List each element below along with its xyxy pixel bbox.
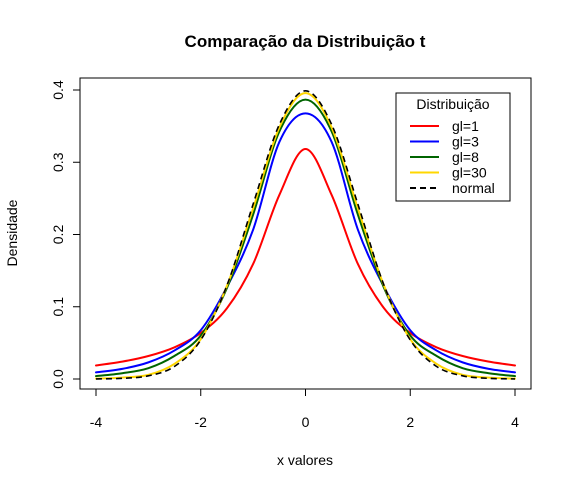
legend-box — [395, 92, 511, 202]
series-line-gl-1 — [95, 148, 516, 367]
x-tick-label: 4 — [511, 414, 519, 430]
x-tick-label: 0 — [302, 414, 310, 430]
legend-label: gl=1 — [452, 118, 479, 134]
y-tick-label: 0.0 — [50, 369, 66, 389]
y-axis: 0.0 0.1 0.2 0.3 0.4 — [50, 80, 81, 389]
series-line-gl-3 — [95, 112, 516, 374]
legend-title: Distribuição — [416, 96, 489, 112]
y-tick-label: 0.4 — [50, 80, 66, 100]
legend-label: gl=3 — [452, 134, 479, 150]
x-tick-label: -2 — [195, 414, 208, 430]
series-line-gl-30 — [95, 92, 516, 380]
curves-layer — [95, 89, 516, 380]
y-axis-label: Densidade — [4, 199, 20, 266]
y-tick-label: 0.2 — [50, 225, 66, 245]
x-axis-label: x valores — [277, 452, 333, 468]
legend-label: gl=8 — [452, 149, 479, 165]
legend-label: normal — [452, 180, 495, 196]
x-tick-label: -4 — [90, 414, 103, 430]
y-tick-label: 0.3 — [50, 152, 66, 172]
series-line-normal — [95, 89, 516, 380]
chart-title: Comparação da Distribuição t — [185, 32, 426, 51]
series-line-gl-8 — [95, 98, 516, 378]
x-tick-label: 2 — [406, 414, 414, 430]
legend-label: gl=30 — [452, 165, 487, 181]
y-tick-label: 0.1 — [50, 297, 66, 317]
x-axis: -4 -2 0 2 4 — [90, 388, 519, 430]
